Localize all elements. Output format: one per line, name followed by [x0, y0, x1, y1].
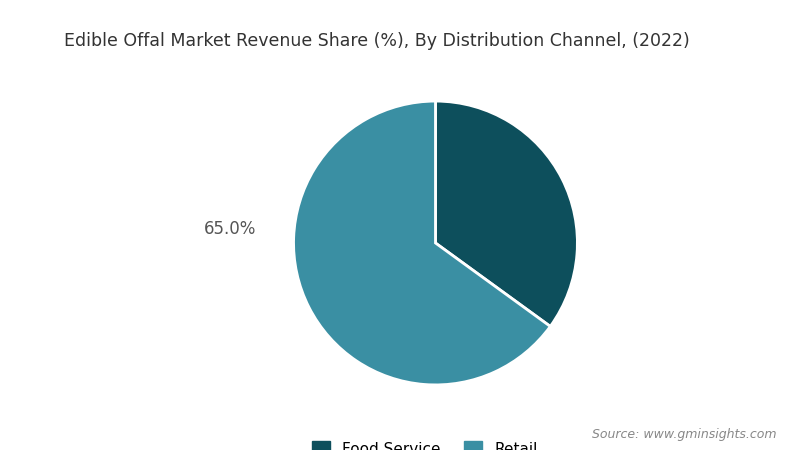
- Wedge shape: [435, 101, 578, 326]
- Text: 65.0%: 65.0%: [203, 220, 256, 238]
- Text: Edible Offal Market Revenue Share (%), By Distribution Channel, (2022): Edible Offal Market Revenue Share (%), B…: [64, 32, 690, 50]
- Legend: Food Service, Retail: Food Service, Retail: [304, 433, 546, 450]
- Wedge shape: [294, 101, 550, 385]
- Text: Source: www.gminsights.com: Source: www.gminsights.com: [591, 428, 776, 441]
